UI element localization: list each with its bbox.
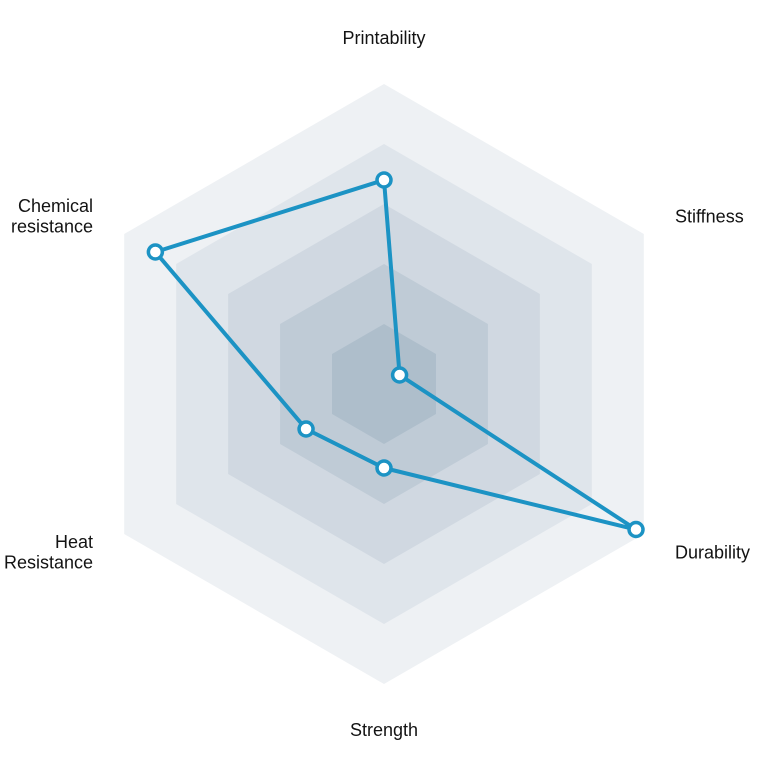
axis-label-strength: Strength <box>350 720 418 740</box>
radar-marker-1 <box>393 368 407 382</box>
radar-marker-2 <box>629 523 643 537</box>
axis-label-stiffness: Stiffness <box>675 206 744 226</box>
axis-label-heat-resistance: HeatResistance <box>4 532 93 573</box>
radar-marker-3 <box>377 461 391 475</box>
radar-marker-5 <box>148 245 162 259</box>
radar-marker-0 <box>377 173 391 187</box>
axis-label-durability: Durability <box>675 542 750 562</box>
radar-marker-4 <box>299 422 313 436</box>
axis-label-printability: Printability <box>342 28 425 48</box>
radar-chart: Printability Stiffness Durability Strength H… <box>0 0 768 768</box>
axis-label-chemical-resistance: Chemicalresistance <box>11 196 93 237</box>
